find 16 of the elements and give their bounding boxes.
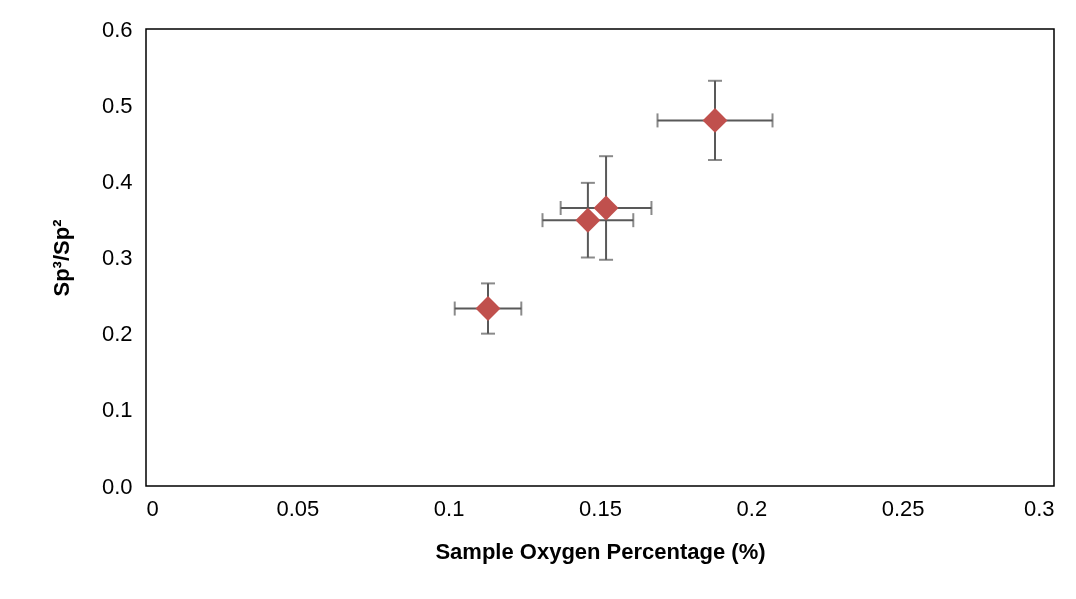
- y-tick-label: 0.1: [101, 397, 133, 423]
- x-tick-label: 0.15: [579, 495, 622, 521]
- x-tick-label: 0.25: [881, 495, 925, 521]
- y-tick-label: 0.6: [101, 16, 133, 42]
- x-tick-label: 0.05: [276, 495, 320, 521]
- y-tick-label: 0.2: [101, 321, 133, 347]
- x-tick-label: 0.2: [736, 495, 768, 521]
- x-tick-label: 0.3: [1023, 495, 1055, 521]
- y-tick-label: 0.4: [101, 168, 133, 194]
- x-tick-label: 0: [146, 495, 159, 521]
- y-tick-label: 0.0: [101, 473, 133, 499]
- x-tick-label: 0.1: [433, 495, 465, 521]
- x-axis-title: Sample Oxygen Percentage (%): [435, 538, 766, 564]
- y-axis-title: Sp³/Sp²: [48, 219, 74, 297]
- y-tick-label: 0.5: [101, 92, 133, 118]
- y-tick-label: 0.3: [101, 245, 133, 270]
